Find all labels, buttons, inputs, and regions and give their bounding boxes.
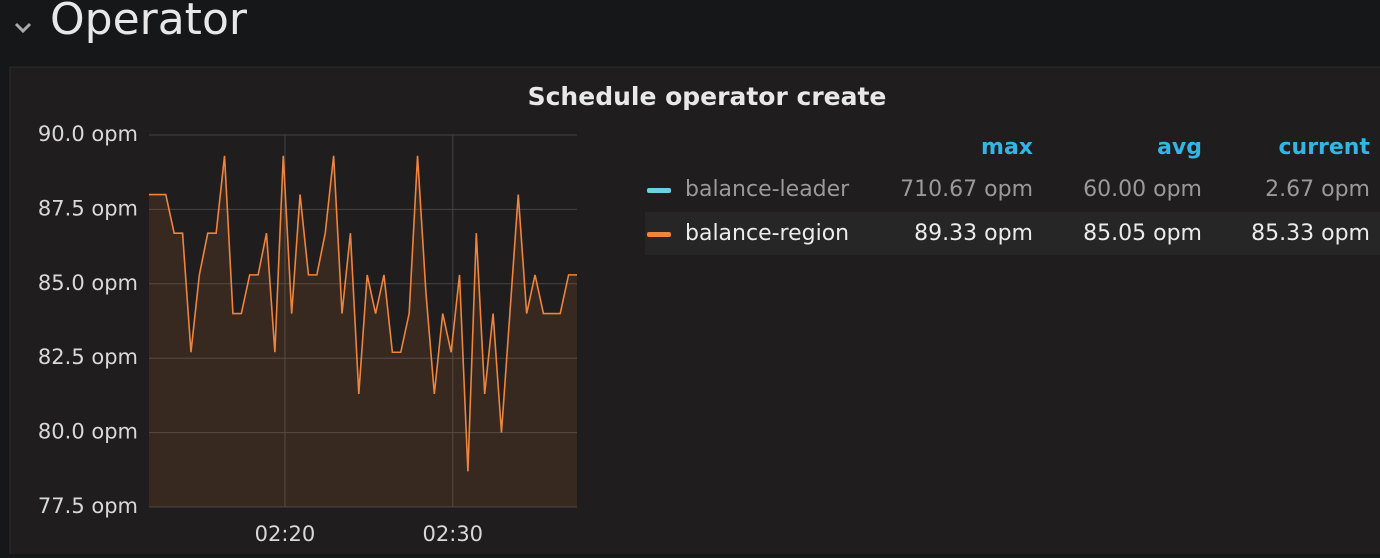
y-tick-label: 85.0 opm: [38, 271, 138, 295]
legend-value: 2.67 opm: [1265, 177, 1370, 202]
legend-header: current: [1278, 135, 1370, 160]
panel: [9, 66, 1380, 558]
collapse-chevron[interactable]: [14, 22, 32, 34]
legend-row-bg: [645, 212, 1380, 255]
legend-name[interactable]: balance-region: [685, 221, 849, 246]
y-tick-label: 90.0 opm: [38, 122, 138, 146]
legend-header: avg: [1157, 135, 1202, 160]
x-tick-label: 02:20: [255, 522, 316, 546]
legend-value: 85.05 opm: [1083, 221, 1202, 246]
x-tick-label: 02:30: [423, 522, 484, 546]
y-tick-label: 77.5 opm: [38, 494, 138, 518]
y-tick-label: 80.0 opm: [38, 420, 138, 444]
legend-swatch: [647, 232, 671, 237]
legend-name[interactable]: balance-leader: [685, 177, 850, 202]
row-title[interactable]: Operator: [50, 0, 248, 45]
y-tick-label: 87.5 opm: [38, 196, 138, 220]
panel-title[interactable]: Schedule operator create: [528, 82, 887, 111]
legend-value: 85.33 opm: [1251, 221, 1370, 246]
legend-value: 89.33 opm: [914, 221, 1033, 246]
legend-header: max: [981, 135, 1033, 160]
y-tick-label: 82.5 opm: [38, 345, 138, 369]
series-line: [149, 155, 577, 472]
legend-value: 710.67 opm: [900, 177, 1033, 202]
legend-swatch: [647, 188, 671, 193]
legend-value: 60.00 opm: [1083, 177, 1202, 202]
